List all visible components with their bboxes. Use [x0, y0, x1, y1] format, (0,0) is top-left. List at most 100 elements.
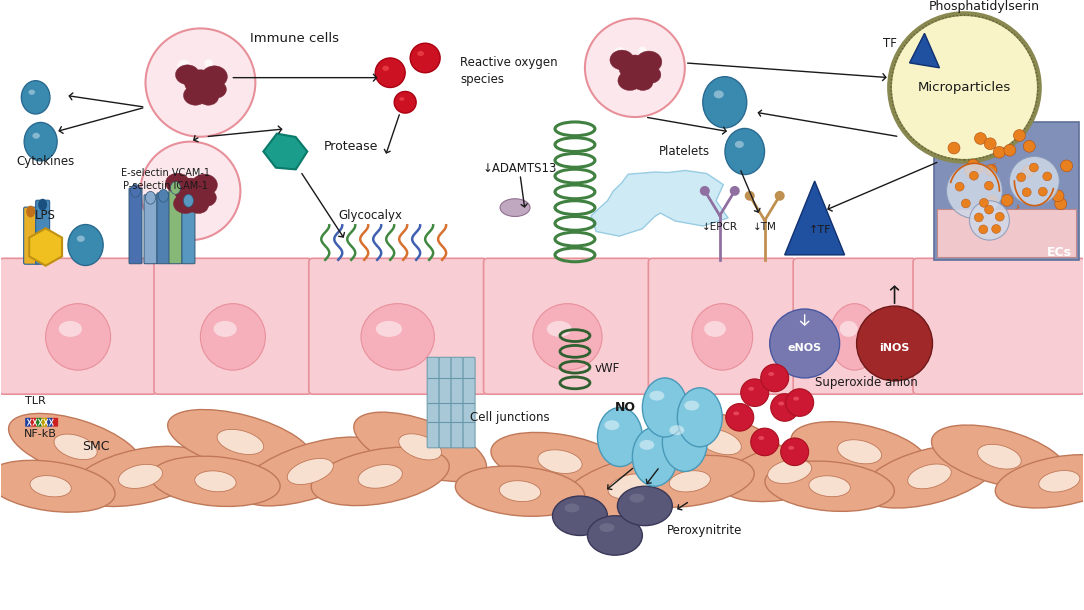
Text: Reactive oxygen: Reactive oxygen — [460, 56, 558, 70]
Ellipse shape — [417, 51, 424, 56]
Ellipse shape — [189, 198, 208, 214]
Circle shape — [700, 186, 710, 196]
Ellipse shape — [735, 141, 744, 148]
Circle shape — [638, 46, 646, 54]
Text: ECs: ECs — [1047, 246, 1072, 259]
Circle shape — [751, 428, 778, 456]
Circle shape — [948, 142, 960, 154]
Circle shape — [780, 438, 809, 465]
Ellipse shape — [840, 321, 857, 337]
Ellipse shape — [653, 409, 787, 475]
Text: Cell junctions: Cell junctions — [470, 411, 550, 424]
FancyBboxPatch shape — [154, 258, 312, 394]
Ellipse shape — [151, 456, 280, 506]
Ellipse shape — [214, 321, 236, 337]
Ellipse shape — [0, 461, 115, 512]
Text: Phosphatidylserin: Phosphatidylserin — [929, 0, 1040, 13]
Ellipse shape — [175, 178, 206, 204]
Text: species: species — [460, 73, 504, 86]
Ellipse shape — [170, 182, 180, 195]
Ellipse shape — [311, 447, 449, 506]
Circle shape — [984, 205, 994, 214]
Ellipse shape — [705, 321, 726, 337]
Ellipse shape — [793, 396, 799, 401]
Ellipse shape — [358, 465, 402, 488]
Ellipse shape — [33, 133, 40, 138]
Circle shape — [890, 13, 1040, 161]
Circle shape — [984, 181, 993, 190]
Circle shape — [194, 170, 202, 178]
Circle shape — [1017, 173, 1025, 182]
FancyBboxPatch shape — [451, 357, 463, 448]
Ellipse shape — [553, 496, 607, 536]
Circle shape — [169, 170, 181, 182]
Ellipse shape — [638, 66, 661, 84]
Ellipse shape — [829, 304, 880, 370]
Ellipse shape — [669, 425, 684, 435]
Text: Immune cells: Immune cells — [250, 32, 339, 45]
Ellipse shape — [455, 466, 584, 516]
Ellipse shape — [38, 199, 47, 210]
Circle shape — [1022, 188, 1031, 196]
Ellipse shape — [9, 414, 143, 480]
FancyBboxPatch shape — [41, 418, 47, 426]
Circle shape — [962, 199, 970, 208]
Ellipse shape — [748, 387, 754, 391]
Circle shape — [771, 393, 799, 422]
Ellipse shape — [546, 321, 571, 337]
Text: eNOS: eNOS — [788, 343, 822, 353]
Ellipse shape — [195, 471, 236, 492]
Circle shape — [1014, 129, 1025, 142]
Ellipse shape — [633, 74, 653, 90]
Text: ↓EPCR: ↓EPCR — [701, 222, 738, 232]
Ellipse shape — [77, 235, 85, 242]
Circle shape — [410, 43, 440, 73]
Circle shape — [992, 224, 1001, 234]
Ellipse shape — [643, 378, 687, 437]
Ellipse shape — [713, 90, 724, 98]
Circle shape — [979, 225, 988, 234]
Ellipse shape — [662, 412, 707, 472]
Text: Platelets: Platelets — [659, 145, 710, 158]
Circle shape — [984, 138, 996, 149]
Ellipse shape — [838, 440, 881, 464]
Ellipse shape — [702, 77, 747, 128]
Circle shape — [1009, 156, 1059, 206]
FancyBboxPatch shape — [913, 258, 1084, 394]
Ellipse shape — [30, 476, 72, 497]
Text: TF: TF — [882, 37, 896, 49]
Text: ↓TM: ↓TM — [752, 222, 776, 232]
Ellipse shape — [618, 71, 642, 90]
Text: NO: NO — [615, 401, 635, 414]
Ellipse shape — [625, 455, 754, 508]
Ellipse shape — [166, 173, 190, 193]
Ellipse shape — [733, 411, 739, 415]
Polygon shape — [591, 170, 728, 236]
Circle shape — [585, 18, 685, 117]
Circle shape — [980, 198, 989, 207]
Ellipse shape — [46, 304, 111, 370]
FancyBboxPatch shape — [129, 188, 142, 264]
FancyBboxPatch shape — [938, 209, 1076, 257]
Ellipse shape — [192, 174, 218, 196]
Ellipse shape — [205, 81, 227, 98]
Text: iNOS: iNOS — [879, 343, 909, 353]
FancyBboxPatch shape — [793, 258, 916, 394]
Circle shape — [740, 379, 769, 406]
Ellipse shape — [758, 436, 764, 440]
Ellipse shape — [619, 55, 650, 81]
Ellipse shape — [978, 444, 1021, 469]
FancyBboxPatch shape — [53, 418, 59, 426]
Ellipse shape — [194, 189, 217, 207]
Polygon shape — [263, 134, 307, 170]
Circle shape — [1043, 172, 1051, 181]
Circle shape — [1051, 190, 1064, 202]
Circle shape — [1004, 145, 1016, 156]
Circle shape — [995, 212, 1004, 221]
Ellipse shape — [238, 437, 382, 506]
Circle shape — [1022, 165, 1034, 177]
Circle shape — [946, 163, 1003, 218]
Ellipse shape — [767, 459, 812, 484]
Ellipse shape — [618, 486, 672, 526]
Circle shape — [395, 92, 416, 113]
